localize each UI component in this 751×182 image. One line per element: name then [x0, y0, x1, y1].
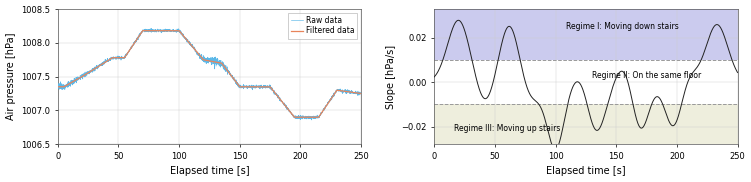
Y-axis label: Air pressure [hPa]: Air pressure [hPa]	[5, 33, 16, 120]
Line: Raw data: Raw data	[58, 29, 361, 120]
Text: Regime II: On the same floor: Regime II: On the same floor	[592, 71, 701, 80]
Text: Regime I: Moving down stairs: Regime I: Moving down stairs	[566, 22, 679, 31]
Text: Regime III: Moving up stairs: Regime III: Moving up stairs	[454, 124, 560, 133]
Filtered data	[53, 86, 62, 88]
Raw data	[300, 116, 309, 118]
X-axis label: Elapsed time [s]: Elapsed time [s]	[546, 167, 626, 176]
Raw data	[307, 119, 316, 121]
Raw data	[171, 30, 180, 32]
Filtered data	[324, 101, 333, 103]
Y-axis label: Slope [hPa/s]: Slope [hPa/s]	[386, 45, 396, 109]
Filtered data	[300, 116, 309, 118]
Bar	[434, 60, 737, 104]
Filtered data	[290, 116, 299, 118]
Raw data	[313, 117, 322, 119]
Raw data	[324, 101, 333, 104]
Line: Filtered data: Filtered data	[58, 31, 361, 117]
Bar	[434, 104, 737, 144]
Raw data	[147, 27, 156, 30]
Filtered data	[59, 86, 68, 88]
Filtered data	[171, 30, 180, 32]
Filtered data	[357, 92, 366, 95]
Filtered data	[222, 69, 231, 71]
Filtered data	[138, 30, 147, 32]
X-axis label: Elapsed time [s]: Elapsed time [s]	[170, 167, 249, 176]
Raw data	[357, 92, 366, 94]
Raw data	[53, 87, 62, 89]
Raw data	[59, 88, 68, 90]
Raw data	[222, 66, 231, 68]
Legend: Raw data, Filtered data: Raw data, Filtered data	[288, 13, 357, 39]
Bar	[434, 9, 737, 60]
Filtered data	[313, 116, 322, 118]
